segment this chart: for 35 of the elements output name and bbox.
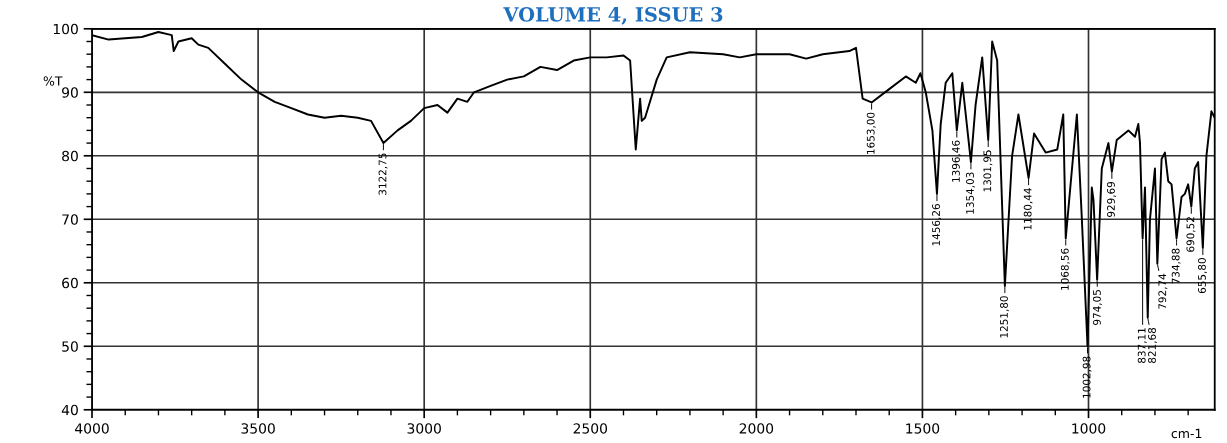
y-tick-label: 60: [62, 277, 78, 289]
annotation: 1354,03: [966, 172, 975, 214]
x-tick-label: 2000: [739, 423, 774, 434]
x-tick-label: 2500: [573, 423, 608, 434]
y-tick-label: 80: [62, 150, 78, 162]
y-tick-label: 40: [61, 404, 78, 416]
annotation: 690,52: [1186, 217, 1196, 252]
annotation: 1396,46: [951, 140, 961, 182]
annotation: 1251,80: [1000, 296, 1009, 338]
x-tick-label: 3500: [241, 423, 275, 434]
x-tick-label: 3000: [407, 423, 441, 434]
annotation: 1002,98: [1082, 356, 1092, 398]
annotation: 1068,56: [1060, 248, 1070, 290]
y-tick-label: 70: [62, 214, 78, 225]
y-tick-label: 50: [62, 341, 78, 352]
annotation: 3122,75: [378, 153, 388, 195]
text: VOLUME 4, ISSUE 3: [503, 6, 723, 25]
annotation: 734,88: [1171, 248, 1181, 284]
x-tick-label: 1000: [1072, 423, 1106, 434]
annotation: 837,11: [1137, 328, 1147, 363]
y-tick-label: 90: [62, 87, 78, 98]
annotation: 655,80: [1197, 258, 1207, 294]
annotation: 1301,95: [983, 150, 993, 192]
annotation: 1456,26: [932, 204, 942, 246]
x-tick-label: 4000: [75, 423, 109, 434]
y-tick-label: 100: [53, 23, 78, 35]
annotation: 974,05: [1092, 290, 1102, 325]
y-axis-title: %T: [43, 76, 63, 86]
annotation: 1653,00: [866, 112, 876, 154]
x-axis-title: cm-1: [1171, 428, 1202, 439]
x-tick-label: 1500: [906, 423, 940, 434]
annotation: 1180,44: [1023, 188, 1033, 230]
annotation: 792,74: [1158, 273, 1168, 309]
annotation: 929,69: [1107, 181, 1116, 217]
annotation: 821,68: [1148, 327, 1157, 363]
